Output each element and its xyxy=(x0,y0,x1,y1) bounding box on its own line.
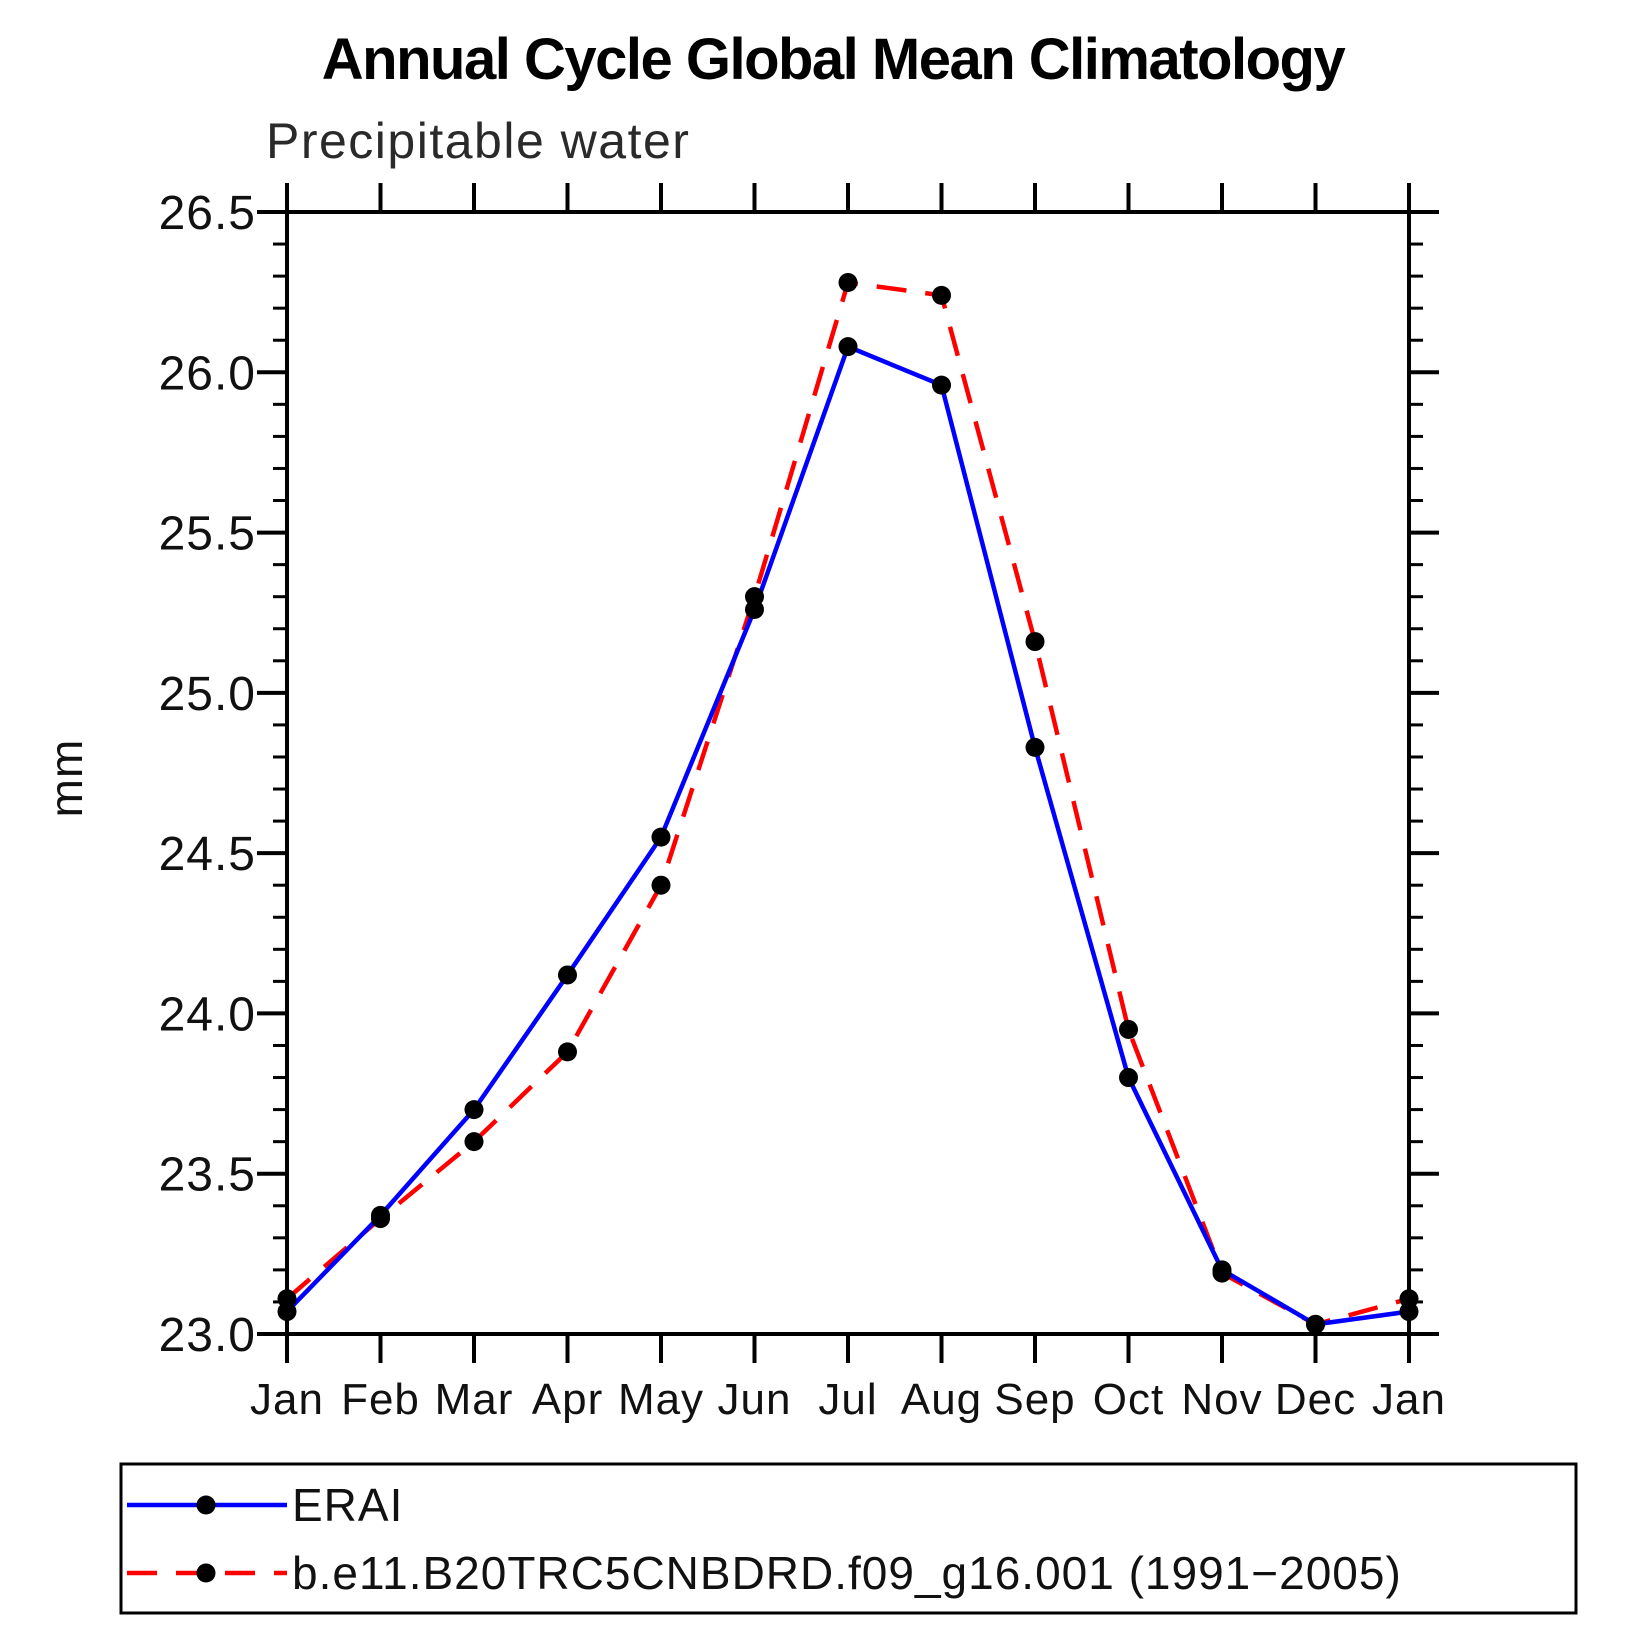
y-tick-label: 26.5 xyxy=(159,187,256,240)
y-tick-label: 24.5 xyxy=(159,828,256,881)
chart-title: Annual Cycle Global Mean Climatology xyxy=(321,27,1346,92)
data-point-marker-model xyxy=(464,1132,484,1152)
data-point-marker-model xyxy=(1306,1314,1325,1334)
month-label: Sep xyxy=(994,1375,1075,1424)
data-point-marker-model xyxy=(932,285,951,305)
legend-label-erai: ERAI xyxy=(292,1479,403,1531)
data-point-marker-model xyxy=(558,1042,577,1062)
data-point-marker-model xyxy=(277,1289,297,1309)
month-label: Aug xyxy=(901,1375,982,1424)
series-line-erai xyxy=(285,343,1410,1327)
legend: ERAI b.e11.B20TRC5CNBDRD.f09_g16.001 (19… xyxy=(119,1462,1578,1615)
data-point-marker-model xyxy=(838,273,858,293)
y-tick-label: 25.0 xyxy=(159,668,256,721)
y-tick-label: 24.0 xyxy=(159,988,256,1041)
data-point-marker-erai xyxy=(1119,1068,1138,1088)
month-label: Jun xyxy=(718,1375,792,1424)
data-point-marker-model xyxy=(651,875,671,895)
data-point-marker-erai xyxy=(464,1100,484,1120)
data-point-marker-model xyxy=(1025,632,1045,652)
y-axis-label: mm xyxy=(40,739,92,818)
data-point-marker-model xyxy=(371,1209,390,1229)
legend-marker-model xyxy=(196,1563,216,1583)
chart-subtitle: Precipitable water xyxy=(266,113,691,169)
data-point-marker-model xyxy=(745,587,764,607)
month-label: Apr xyxy=(532,1375,603,1424)
month-label: Oct xyxy=(1093,1375,1164,1424)
plot-box xyxy=(285,210,1411,1336)
data-point-marker-erai xyxy=(558,965,577,985)
data-point-marker-erai xyxy=(651,827,671,847)
legend-label-model: b.e11.B20TRC5CNBDRD.f09_g16.001 (1991−20… xyxy=(292,1547,1402,1599)
axes-layer: Jan Feb Mar Apr May Jun Jul Aug Sep Oct Nov Dec Jan 2… xyxy=(159,183,1446,1424)
y-tick-label: 25.5 xyxy=(159,508,256,561)
data-point-marker-erai xyxy=(838,337,858,357)
series-layer xyxy=(277,273,1419,1334)
data-point-marker-erai xyxy=(932,375,951,395)
month-label: May xyxy=(618,1375,704,1424)
y-tick-label: 23.5 xyxy=(159,1149,256,1202)
month-label: Mar xyxy=(435,1375,514,1424)
month-label: Jan xyxy=(250,1375,324,1424)
month-label: Jul xyxy=(818,1375,877,1424)
legend-box xyxy=(119,1462,1578,1615)
y-tick-label: 26.0 xyxy=(159,347,256,400)
month-label: Feb xyxy=(341,1375,420,1424)
data-point-marker-erai xyxy=(1025,737,1045,757)
legend-marker-erai xyxy=(196,1495,216,1515)
data-point-marker-model xyxy=(1212,1263,1232,1283)
month-label: Jan xyxy=(1372,1375,1446,1424)
data-point-marker-model xyxy=(1119,1019,1138,1039)
y-tick-label: 23.0 xyxy=(159,1309,256,1362)
data-point-marker-model xyxy=(1399,1289,1419,1309)
month-label: Nov xyxy=(1181,1375,1262,1424)
month-label: Dec xyxy=(1275,1375,1356,1424)
series-line-model xyxy=(285,280,1410,1327)
